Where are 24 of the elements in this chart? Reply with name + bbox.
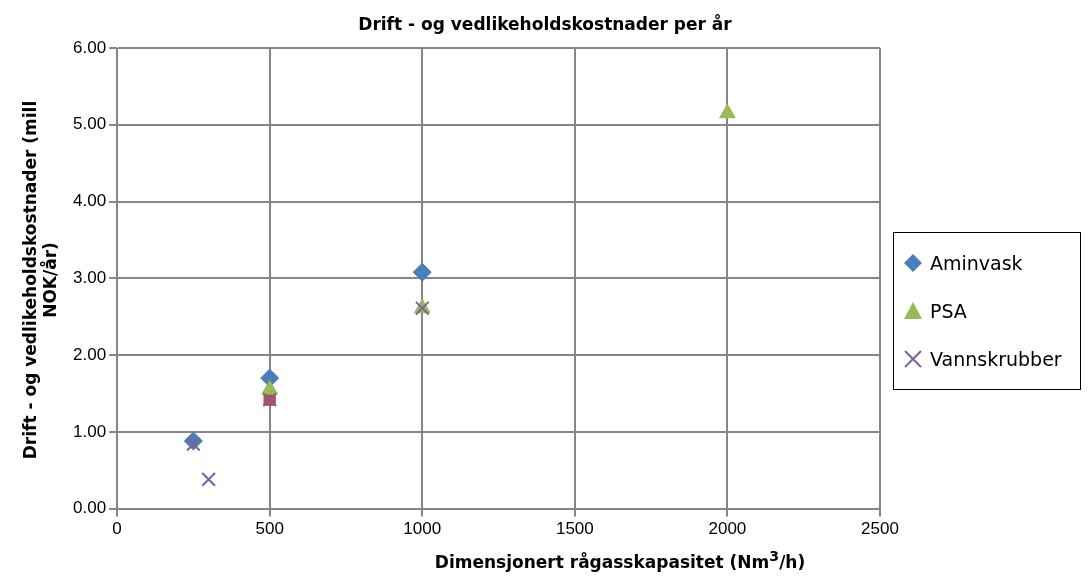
y-tick-label: 6.00 [72, 37, 107, 57]
legend-label: PSA [930, 300, 967, 322]
point [186, 436, 201, 452]
y-tick-label: 4.00 [72, 191, 107, 211]
y-tick-label: 2.00 [72, 344, 107, 364]
y-tick-label: 5.00 [72, 114, 107, 134]
x-tick-label: 0 [112, 519, 122, 539]
y-tick-label: 0.00 [72, 498, 107, 518]
point [201, 472, 216, 487]
x-tick-label: 2500 [861, 519, 899, 539]
y-tick-label: 3.00 [72, 267, 107, 287]
legend-label: Vannskrubber [930, 348, 1062, 370]
x-tick-label: 1500 [555, 519, 594, 539]
legend-label: Aminvask [930, 252, 1023, 274]
point [412, 262, 432, 282]
y-axis-title: Drift - og vedlikeholdskostnader (mill NOK/år) [20, 99, 60, 462]
chart-title: Drift - og vedlikeholdskostnader per år [357, 14, 733, 34]
x-tick-label: 500 [255, 519, 284, 539]
x-tick-label: 2000 [708, 519, 747, 539]
point [261, 380, 278, 395]
x-axis-title: Dimensjonert rågasskapasitet (Nm$^{3}$/h) [433, 548, 807, 572]
y-tick-label: 1.00 [72, 421, 107, 441]
point [719, 103, 736, 119]
x-tick-label: 1000 [403, 519, 442, 539]
